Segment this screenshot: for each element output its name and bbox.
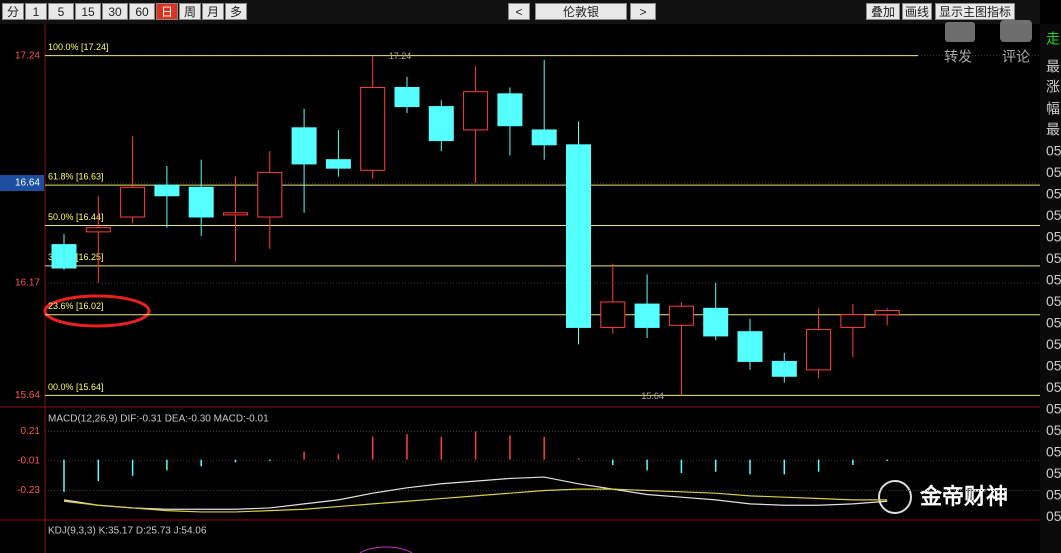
candle-body (394, 86, 420, 108)
side-label: 05 (1046, 336, 1061, 352)
candle-body (703, 307, 729, 337)
tool-button[interactable]: 显示主图指标 (935, 3, 1015, 20)
tick-highlight (0, 175, 44, 192)
side-label: 05 (1046, 272, 1061, 288)
side-label: 05 (1046, 508, 1061, 524)
watermark: 金帝财神 (878, 480, 1008, 514)
side-label: 05 (1046, 186, 1061, 202)
tool-button[interactable]: 画线 (902, 3, 932, 20)
kdj-title: KDJ(9,3,3) K:35.17 D:25.73 J:54.06 (48, 526, 207, 537)
wechat-icon (878, 480, 912, 514)
y-tick-label: 17.24 (15, 50, 40, 61)
macd-line (63, 476, 888, 510)
candle-body (497, 93, 523, 127)
side-label: 涨 (1046, 79, 1060, 95)
side-label: 05 (1046, 422, 1061, 438)
fib-label: 61.8% [16.63] (48, 172, 104, 182)
candle-body (806, 329, 832, 371)
tool-button[interactable]: 叠加 (866, 3, 900, 20)
side-label: 05 (1046, 164, 1061, 180)
side-label: 05 (1046, 207, 1061, 223)
forward-icon (945, 22, 975, 42)
next-button[interactable]: > (630, 3, 656, 20)
candle-body (634, 303, 660, 328)
side-label: 05 (1046, 379, 1061, 395)
y-tick-label: -0.01 (17, 456, 40, 467)
period-button[interactable]: 30 (102, 3, 128, 20)
y-tick-label: 15.64 (15, 390, 40, 401)
candle-body (600, 301, 626, 328)
fib-label: 00.0% [15.64] (48, 382, 104, 392)
y-tick-label: -0.23 (17, 485, 40, 496)
comment-icon (1000, 20, 1032, 42)
price-annotation: 17.24 (389, 51, 412, 61)
candle-body (428, 106, 454, 142)
period-button[interactable]: 日 (156, 3, 178, 20)
period-button[interactable]: 分 (2, 3, 24, 20)
period-button[interactable]: 周 (179, 3, 201, 20)
candle-body (463, 91, 489, 131)
comment-label[interactable]: 评论 (1002, 49, 1030, 65)
side-label: 05 (1046, 229, 1061, 245)
side-label: 05 (1046, 444, 1061, 460)
fib-label: 50.0% [16.44] (48, 212, 104, 222)
candle-body (668, 305, 694, 326)
side-label: 05 (1046, 401, 1061, 417)
candle-body (874, 309, 900, 316)
highlight-ellipse (43, 294, 151, 328)
side-label: 05 (1046, 465, 1061, 481)
candle-body (360, 86, 386, 171)
forward-label[interactable]: 转发 (944, 49, 972, 65)
watermark-text: 金帝财神 (919, 484, 1008, 509)
macd-line (63, 488, 888, 513)
kdj-arc (359, 546, 413, 553)
side-label: 最 (1046, 59, 1060, 75)
price-annotation: 15.64 (641, 391, 664, 401)
period-button[interactable]: 15 (75, 3, 101, 20)
prev-button[interactable]: < (508, 3, 530, 20)
side-label: 05 (1046, 293, 1061, 309)
fib-label: 100.0% [17.24] (48, 42, 109, 52)
candle-body (291, 127, 317, 165)
y-tick-label: 16.64 (15, 178, 40, 189)
side-label: 最 (1046, 122, 1060, 138)
candle-body (188, 186, 214, 218)
side-label: 走 (1046, 31, 1060, 47)
candle-body (120, 186, 146, 218)
side-label: 05 (1046, 143, 1061, 159)
plot-bg (45, 24, 1040, 553)
fib-label: 23.6% [16.02] (48, 301, 104, 311)
candle-body (771, 360, 797, 377)
period-button[interactable]: 60 (129, 3, 155, 20)
candle-body (840, 314, 866, 328)
side-label: 05 (1046, 250, 1061, 266)
side-panel (1040, 24, 1061, 553)
candle-body (51, 244, 77, 269)
symbol-button[interactable]: 伦敦银 (535, 3, 627, 20)
macd-title: MACD(12,26,9) DIF:-0.31 DEA:-0.30 MACD:-… (48, 414, 269, 425)
side-label: 05 (1046, 487, 1061, 503)
share-icons: 转发 评论 (944, 20, 1032, 65)
side-label: 05 (1046, 358, 1061, 374)
candle-body (85, 227, 111, 233)
candle-body (325, 159, 351, 169)
candle-body (154, 184, 180, 197)
candle-body (257, 171, 283, 218)
candle-body (566, 144, 591, 328)
candle-body (737, 331, 763, 362)
candle-body (531, 129, 557, 146)
side-label: 05 (1046, 315, 1061, 331)
period-button[interactable]: 5 (48, 3, 74, 20)
period-button[interactable]: 1 (25, 3, 47, 20)
y-tick-label: 16.17 (15, 277, 40, 288)
candle-body (223, 212, 248, 216)
side-label: 幅 (1046, 101, 1060, 117)
period-button[interactable]: 月 (202, 3, 224, 20)
y-tick-label: 0.21 (21, 426, 41, 437)
toolbar: 分 1 5 15 30 60 日周月多 < 伦敦银 > 叠加 画线 显示主图指标 (0, 0, 1040, 24)
period-button[interactable]: 多 (225, 3, 247, 20)
